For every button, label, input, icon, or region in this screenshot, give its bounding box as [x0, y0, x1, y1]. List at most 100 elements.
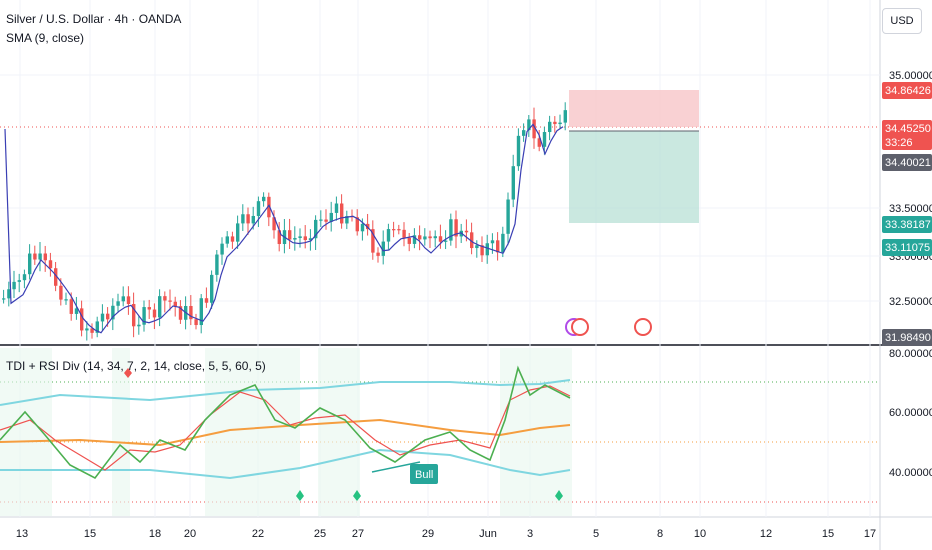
- time-axis-label: 17: [864, 528, 876, 540]
- candle-body: [173, 301, 177, 307]
- candle-body: [392, 229, 396, 231]
- candle-body: [189, 305, 193, 320]
- candle-body: [360, 223, 365, 232]
- time-axis-label: 27: [352, 528, 364, 540]
- time-axis-label: 13: [16, 528, 28, 540]
- candle-body: [542, 132, 547, 147]
- price-tag: [882, 216, 932, 233]
- candle-body: [251, 215, 255, 224]
- candle-body: [204, 298, 209, 303]
- signal-zone: [500, 348, 572, 516]
- candle-body: [48, 260, 53, 269]
- candle-body: [111, 305, 115, 320]
- price-tag-label: 33.38187: [885, 219, 931, 231]
- price-tag-label: 31.98490: [885, 332, 931, 344]
- candle-body: [220, 243, 224, 255]
- candle-body: [95, 321, 99, 333]
- candle-body: [100, 313, 105, 322]
- time-axis-label: Jun: [479, 528, 497, 540]
- candle-body: [355, 217, 359, 232]
- indicator-tick-label: 80.00000: [889, 348, 932, 360]
- candle-body: [324, 219, 328, 222]
- sell-marker: [124, 368, 132, 378]
- candle-body: [28, 253, 32, 275]
- candle-body: [277, 230, 281, 245]
- candle-body: [470, 232, 474, 249]
- bull-label: Bull: [415, 469, 433, 481]
- price-tag-label: 33.11075: [885, 242, 930, 254]
- candle-body: [314, 219, 318, 239]
- candle-body: [64, 299, 68, 301]
- candle-body: [293, 237, 297, 240]
- time-axis-label: 15: [822, 528, 834, 540]
- candle-body: [428, 236, 432, 239]
- candle-body: [215, 254, 219, 275]
- candle-body: [158, 296, 162, 318]
- candle-body: [371, 229, 375, 253]
- candle-body: [132, 304, 136, 327]
- time-axis-label: 22: [252, 528, 264, 540]
- candle-body: [381, 241, 385, 256]
- candle-body: [43, 253, 47, 261]
- candle-body: [548, 121, 552, 133]
- bull-label-box: [410, 464, 438, 484]
- candle-body: [506, 199, 510, 234]
- candle-body: [444, 240, 448, 242]
- candle-body: [121, 296, 125, 302]
- currency-button[interactable]: USD: [882, 8, 922, 34]
- candle-body: [454, 219, 458, 237]
- candle-body: [236, 223, 240, 242]
- candle-body: [511, 166, 515, 200]
- event-icon: [634, 318, 652, 336]
- price-tag: [882, 154, 932, 171]
- candle-body: [12, 281, 16, 290]
- price-tag-label: 34.86426: [885, 85, 931, 97]
- candle-body: [38, 253, 42, 260]
- candle-body: [522, 130, 526, 136]
- time-axis-label: 8: [657, 528, 663, 540]
- signal-zone: [112, 348, 130, 516]
- candle-body: [319, 219, 323, 221]
- candle-body: [262, 196, 266, 202]
- candle-body: [418, 235, 422, 240]
- time-axis-label: 10: [694, 528, 706, 540]
- time-axis-label: 29: [422, 528, 434, 540]
- candle-body: [516, 135, 521, 167]
- indicator-tick-label: 40.00000: [889, 467, 932, 479]
- candle-body: [69, 299, 73, 314]
- candle-body: [438, 236, 443, 242]
- signal-zone: [318, 348, 360, 516]
- candle-body: [59, 285, 63, 300]
- candle-body: [90, 328, 94, 333]
- stop-loss-zone: [569, 90, 699, 127]
- candle-body: [340, 203, 344, 224]
- upper-band-line: [0, 379, 571, 406]
- buy-marker: [353, 490, 361, 501]
- candle-body: [126, 296, 131, 305]
- candle-body: [553, 121, 557, 125]
- candle-body: [558, 122, 562, 125]
- candle-body: [85, 328, 89, 331]
- candle-body: [152, 309, 157, 318]
- candle-body: [345, 216, 349, 224]
- candle-body: [80, 308, 84, 331]
- candle-body: [303, 236, 307, 241]
- candle-body: [147, 307, 151, 310]
- time-axis-label: 5: [593, 528, 599, 540]
- candle-body: [74, 308, 79, 314]
- symbol-title: Silver / U.S. Dollar · 4h · OANDA: [6, 12, 182, 26]
- candle-body: [163, 296, 167, 301]
- candle-body: [106, 313, 110, 320]
- indicator-legend[interactable]: TDI + RSI Div (14, 34, 7, 2, 14, close, …: [6, 359, 266, 373]
- candle-body: [267, 196, 271, 218]
- sma-legend[interactable]: SMA (9, close): [6, 31, 85, 45]
- candle-body: [329, 212, 333, 222]
- buy-marker: [296, 490, 304, 501]
- candle-body: [334, 203, 339, 213]
- time-axis-label: 15: [84, 528, 96, 540]
- divergence-line: [371, 461, 421, 473]
- candle-body: [137, 324, 141, 327]
- candle-body: [527, 119, 531, 131]
